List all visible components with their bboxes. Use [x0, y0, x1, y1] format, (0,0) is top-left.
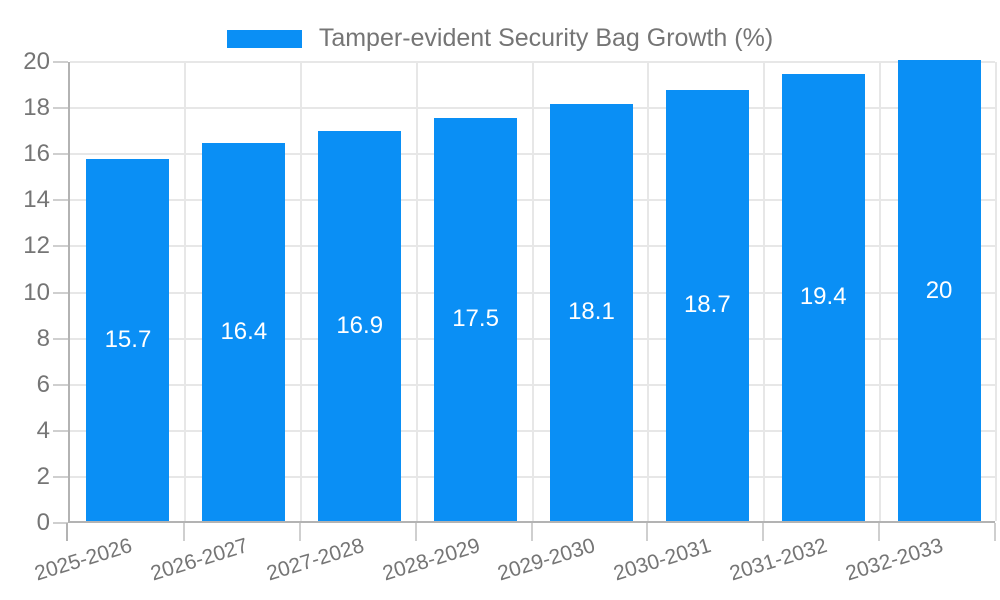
x-tick-mark: [994, 523, 996, 541]
x-gridline: [415, 62, 418, 521]
y-tick-mark: [53, 107, 68, 110]
bar-value-label: 17.5: [452, 305, 499, 333]
y-tick-mark: [53, 153, 68, 156]
y-axis-label: 6: [36, 370, 50, 398]
y-axis-label: 4: [36, 416, 50, 444]
bar: 18.1: [549, 103, 633, 521]
y-axis-label: 2: [36, 462, 50, 490]
y-tick-mark: [53, 383, 68, 386]
x-gridline: [183, 62, 186, 521]
x-axis-label: 2028-2029: [379, 534, 483, 586]
x-tick-mark: [646, 523, 649, 541]
x-gridline: [879, 62, 882, 521]
y-axis-label: 16: [23, 140, 50, 168]
legend-swatch: [226, 29, 302, 48]
x-tick-mark: [878, 523, 881, 541]
x-tick-mark: [298, 523, 301, 541]
bar: 17.5: [434, 117, 518, 521]
y-axis-label: 18: [23, 94, 50, 122]
bar: 19.4: [781, 73, 865, 521]
y-axis-label: 10: [23, 278, 50, 306]
y-tick-mark: [53, 199, 68, 202]
y-tick-mark: [53, 522, 68, 524]
y-tick-mark: [53, 61, 68, 63]
x-tick-mark: [762, 523, 765, 541]
y-axis-label: 8: [36, 324, 50, 352]
x-gridline: [647, 62, 650, 521]
chart-legend: Tamper-evident Security Bag Growth (%): [0, 24, 1000, 53]
bar: 15.7: [86, 159, 170, 521]
bar-value-label: 18.1: [568, 298, 615, 326]
bar: 20: [897, 60, 981, 521]
bar-value-label: 18.7: [683, 291, 731, 319]
y-axis-label: 12: [23, 232, 50, 260]
bar-value-label: 16.9: [336, 312, 384, 340]
x-axis-label: 2032-2033: [843, 534, 946, 586]
x-axis-label: 2029-2030: [495, 534, 599, 586]
legend-label: Tamper-evident Security Bag Growth (%): [318, 24, 774, 52]
x-gridline: [763, 62, 766, 521]
x-tick-mark: [530, 523, 533, 541]
x-axis-label: 2030-2031: [611, 534, 715, 586]
y-tick-mark: [53, 245, 68, 248]
y-tick-mark: [53, 291, 68, 294]
x-gridline: [995, 62, 997, 521]
x-gridline: [531, 62, 534, 521]
x-axis-label: 2026-2027: [147, 534, 251, 586]
bar-value-label: 15.7: [104, 326, 152, 354]
x-axis-label: 2025-2026: [31, 534, 135, 586]
x-tick-mark: [66, 523, 68, 541]
y-tick-mark: [53, 475, 68, 478]
bar-value-label: 16.4: [220, 317, 268, 345]
x-tick-mark: [414, 523, 417, 541]
bar: 16.4: [202, 142, 286, 521]
bar: 18.7: [665, 89, 749, 521]
x-axis-label: 2031-2032: [727, 534, 830, 586]
y-axis-label: 14: [23, 186, 50, 214]
plot-area: 15.7 16.4 16.9 17.5 18.1 18.7 19.4 20: [68, 60, 997, 523]
x-gridline: [299, 62, 302, 521]
bar-value-label: 20: [925, 276, 953, 304]
bar-value-label: 19.4: [799, 283, 847, 311]
bar: 16.9: [318, 131, 402, 521]
x-tick-mark: [182, 523, 185, 541]
x-axis-label: 2027-2028: [263, 534, 367, 586]
y-axis-label: 0: [36, 509, 50, 536]
y-tick-mark: [53, 429, 68, 432]
y-tick-mark: [53, 337, 68, 340]
y-axis-label: 20: [23, 48, 50, 75]
